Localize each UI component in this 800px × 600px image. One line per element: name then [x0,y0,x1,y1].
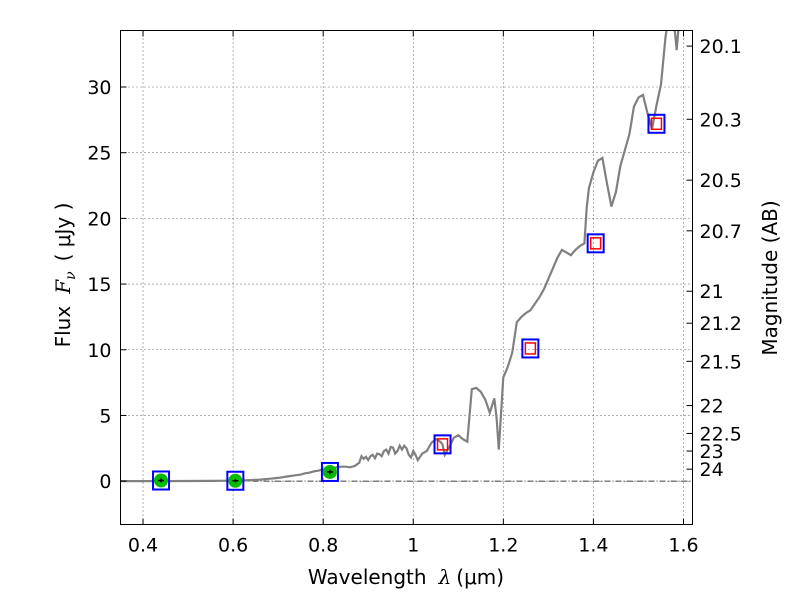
y-tick-label: 10 [87,340,111,362]
y-axis-label-text: Flux [51,306,75,348]
x-tick-label: 1.6 [668,535,698,557]
model-spectrum-line [120,30,680,483]
x-axis-label-symbol: λ [438,565,452,589]
y-tick-label: 20 [87,208,111,230]
x-tick-label: 1.4 [578,535,608,557]
red-square-marker [436,438,449,451]
x-axis-label: Wavelength λ (μm) [308,565,504,589]
y-tick-label: 30 [87,77,111,99]
blue-square-marker [586,233,605,254]
x-tick-label: 0.8 [308,535,338,557]
y2-axis-label: Magnitude (AB) [758,200,782,355]
y2-tick-label: 22 [700,396,724,418]
y2-tick-label: 21 [700,281,724,303]
red-square-marker [589,237,602,250]
blue-square-marker [647,113,666,134]
blue-square-marker [320,461,339,482]
y-tick-label: 25 [87,143,111,165]
y2-tick-label: 21.5 [700,351,742,373]
x-tick-label: 1.2 [488,535,518,557]
y2-tick-label: 20.7 [700,221,742,243]
red-square-marker [524,342,537,355]
y-tick-label: 0 [99,471,111,493]
blue-square-marker [433,434,452,455]
y-axis-label-symbol: F [51,279,75,295]
y2-tick-label: 22.5 [700,423,742,445]
y-axis-label-unit: ( μJy ) [51,203,75,262]
y-tick-label: 5 [99,405,111,427]
plot-area [120,30,693,491]
plot-frame [120,30,693,525]
y-tick-label: 15 [87,274,111,296]
y2-tick-label: 20.3 [700,109,742,131]
x-tick-label: 0.4 [128,535,158,557]
y2-tick-label: 21.2 [700,313,742,335]
blue-square-marker [226,470,245,491]
y2-tick-label: 20.1 [700,36,742,58]
y-axis-label-subscript: ν [63,271,79,280]
red-square-marker [650,117,663,131]
y-axis-label: Flux Fν ( μJy ) [51,203,79,348]
x-tick-label: 0.6 [218,535,248,557]
y2-tick-label: 24 [700,459,724,481]
blue-square-marker [152,470,171,491]
x-axis-label-text: Wavelength [308,565,427,589]
y2-tick-label: 20.5 [700,170,742,192]
blue-square-marker [521,338,540,359]
y2-tick-label: 23 [700,441,724,463]
x-tick-label: 1 [407,535,419,557]
x-axis-label-unit: (μm) [456,565,504,589]
ticks: 0.4 0.6 0.8 1 1.2 1.4 1.6 0 5 10 15 20 25 30 20.1 20.3 2… [87,30,742,557]
